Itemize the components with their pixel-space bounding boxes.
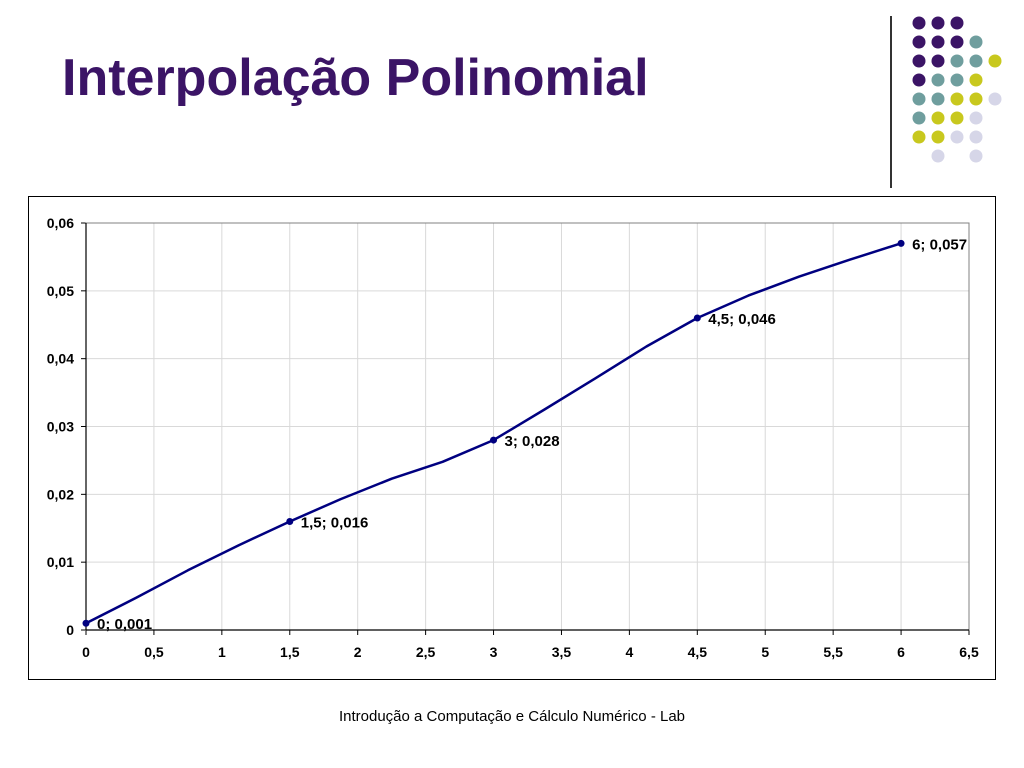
decorative-dot	[912, 35, 926, 49]
decorative-dot	[931, 149, 945, 163]
decorative-dot	[912, 73, 926, 87]
x-tick-label: 1	[218, 644, 226, 660]
data-label: 3; 0,028	[505, 433, 560, 450]
y-tick-label: 0,04	[47, 351, 74, 367]
x-tick-label: 4,5	[688, 644, 708, 660]
x-tick-label: 6	[897, 644, 905, 660]
data-label: 1,5; 0,016	[301, 514, 369, 531]
decorative-dot	[950, 92, 964, 106]
y-tick-label: 0,05	[47, 283, 74, 299]
y-tick-label: 0,01	[47, 554, 74, 570]
x-tick-label: 0	[82, 644, 90, 660]
decorative-dot	[969, 111, 983, 125]
decorative-dot	[931, 130, 945, 144]
decorative-dot	[969, 73, 983, 87]
decorative-dot	[912, 54, 926, 68]
x-tick-label: 4	[625, 644, 633, 660]
decorative-dot	[988, 54, 1002, 68]
x-tick-label: 2	[354, 644, 362, 660]
x-tick-label: 1,5	[280, 644, 300, 660]
x-tick-label: 5	[761, 644, 769, 660]
decorative-dot	[931, 16, 945, 30]
decorative-dot	[950, 16, 964, 30]
decorative-dot	[931, 54, 945, 68]
decorative-dot	[969, 35, 983, 49]
decorative-dot	[969, 54, 983, 68]
title-divider-line	[890, 16, 892, 188]
decorative-dot	[950, 111, 964, 125]
tick-labels: 0 0,5 1 1,5 2 2,5 3 3,5 4 4,5 5 5,5 6 6,5 0 0,01 0,02 0,0…	[47, 215, 979, 660]
x-tick-label: 6,5	[959, 644, 979, 660]
decorative-dot	[969, 92, 983, 106]
data-label: 4,5; 0,046	[708, 311, 776, 328]
chart-frame	[28, 196, 996, 680]
decorative-dot	[912, 92, 926, 106]
decorative-dot	[912, 130, 926, 144]
x-tick-label: 3,5	[552, 644, 572, 660]
data-label: 6; 0,057	[912, 236, 967, 253]
data-point	[693, 314, 701, 322]
decorative-dot	[931, 111, 945, 125]
data-point	[82, 619, 90, 627]
data-labels: 0; 0,001 1,5; 0,016 3; 0,028 4,5; 0,046 6; 0…	[97, 236, 967, 633]
data-point	[490, 436, 498, 444]
decorative-dot	[950, 54, 964, 68]
gridlines	[86, 222, 970, 630]
decorative-dot	[950, 73, 964, 87]
decorative-dot	[912, 111, 926, 125]
x-tick-label: 2,5	[416, 644, 436, 660]
data-point	[897, 239, 905, 247]
decorative-dot-grid	[912, 16, 1002, 163]
slide-footer: Introdução a Computação e Cálculo Numéri…	[338, 708, 686, 725]
x-tick-label: 3	[490, 644, 498, 660]
decorative-dot	[969, 149, 983, 163]
decorative-dot	[931, 35, 945, 49]
x-tick-label: 0,5	[144, 644, 164, 660]
decorative-dot	[912, 16, 926, 30]
decorative-dot	[931, 73, 945, 87]
chart: 0 0,5 1 1,5 2 2,5 3 3,5 4 4,5 5 5,5 6 6,5 0 0,01 0,02 0,0…	[47, 215, 979, 660]
data-points	[82, 239, 905, 627]
data-point	[286, 517, 294, 525]
decorative-dot	[950, 130, 964, 144]
decorative-dot	[969, 130, 983, 144]
axes	[81, 222, 970, 635]
x-tick-label: 5,5	[823, 644, 843, 660]
slide-title: Interpolação Polinomial	[62, 49, 649, 107]
decorative-dot	[988, 92, 1002, 106]
y-tick-label: 0,06	[47, 215, 74, 231]
decorative-dot	[931, 92, 945, 106]
y-tick-label: 0	[66, 622, 74, 638]
y-tick-label: 0,03	[47, 419, 74, 435]
data-label: 0; 0,001	[97, 616, 152, 633]
decorative-dot	[950, 35, 964, 49]
y-tick-label: 0,02	[47, 486, 74, 502]
